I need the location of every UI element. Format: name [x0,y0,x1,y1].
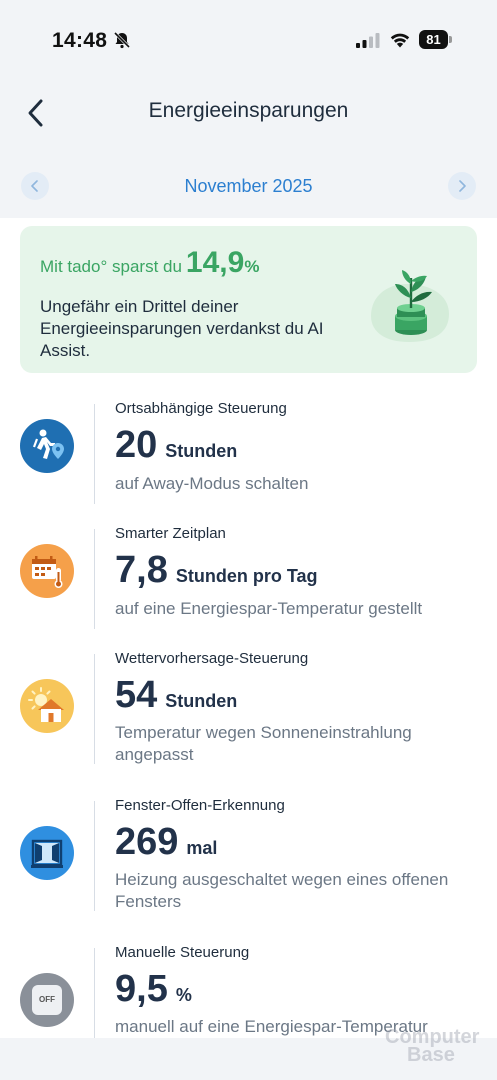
feature-unit: % [175,985,192,1005]
feature-value: 20 [115,424,158,466]
feature-unit: Stunden [165,441,238,461]
feature-value: 7,8 [115,549,168,591]
feature-description: auf Away-Modus schalten [115,474,309,493]
page-title: Energieeinsparungen [148,99,349,122]
watermark-line1: Computer [385,1026,480,1048]
status-time: 14:48 [52,29,108,52]
feature-description: Temperatur wegen Sonneneinstrahlung ange… [115,723,412,764]
feature-divider [94,801,95,911]
feature-value-row: 9,5% [115,968,192,1011]
feature-manual-control: OFF Manuelle Steuerung 9,5% manuell auf … [0,942,497,1042]
plant-coins-icon [371,270,449,342]
savings-content: Mit tado° sparst du 14,9% Ungefähr ein Dr… [0,218,497,1038]
savings-explanation: Ungefähr ein Drittel deiner Energieeinsp… [40,297,324,360]
feature-value-row: 7,8 Stunden pro Tag [115,549,317,592]
feature-description: Heizung ausgeschaltet wegen eines offene… [115,870,449,911]
feature-value-row: 54 Stunden [115,674,237,717]
previous-month-button[interactable] [21,172,49,200]
chevron-left-icon[interactable] [24,98,48,128]
savings-prefix: Mit tado° sparst du [40,257,182,276]
feature-unit: Stunden pro Tag [175,566,318,586]
bell-muted-icon [113,31,131,49]
savings-summary-card: Mit tado° sparst du 14,9% Ungefähr ein Dr… [20,226,477,373]
battery-tip [449,36,452,43]
walking-person-location-icon [20,419,74,473]
calendar-thermometer-icon [20,544,74,598]
feature-divider [94,529,95,629]
feature-open-window-detection: Fenster-Offen-Erkennung 269 mal Heizung a… [0,795,497,927]
feature-title: Manuelle Steuerung [115,944,250,961]
chevron-left-icon [31,180,38,192]
status-bar: 14:48 81 [0,0,497,80]
feature-divider [94,948,95,1038]
open-window-icon [20,826,74,880]
feature-value: 54 [115,674,158,716]
off-switch-icon: OFF [20,973,74,1027]
month-navigation: November 2025 [0,160,497,216]
feature-smart-schedule: Smarter Zeitplan 7,8 Stunden pro Tag auf … [0,523,497,633]
watermark-line2: Base [407,1044,455,1066]
savings-headline: Mit tado° sparst du 14,9% [40,246,259,280]
feature-title: Smarter Zeitplan [115,525,226,542]
feature-description: auf eine Energiespar-Temperatur gestellt [115,599,423,618]
off-switch-face: OFF [32,985,62,1015]
feature-description: manuell auf eine Energiespar-Temperatur [115,1017,428,1036]
chevron-right-icon [459,180,466,192]
battery-indicator: 81 [419,30,453,49]
next-month-button[interactable] [448,172,476,200]
wifi-icon [390,33,410,48]
feature-divider [94,654,95,764]
feature-value: 269 [115,821,179,863]
bottom-area [0,1038,497,1080]
sun-house-icon [20,679,74,733]
battery-level: 81 [419,30,448,49]
feature-title: Fenster-Offen-Erkennung [115,797,285,814]
savings-percent-sign: % [244,257,260,276]
feature-value: 9,5 [115,968,168,1010]
feature-geofencing: Ortsabhängige Steuerung 20 Stunden auf Aw… [0,398,497,508]
savings-percent: 14,9 [185,246,245,279]
feature-value-row: 20 Stunden [115,424,237,467]
cellular-signal-icon [356,33,380,48]
feature-divider [94,404,95,504]
feature-value-row: 269 mal [115,821,217,864]
month-label: November 2025 [184,176,313,196]
feature-unit: mal [186,838,218,858]
feature-title: Ortsabhängige Steuerung [115,400,287,417]
nav-header: Energieeinsparungen [0,80,497,144]
feature-weather-adaptation: Wettervorhersage-Steuerung 54 Stunden Tem… [0,648,497,780]
feature-unit: Stunden [165,691,238,711]
feature-title: Wettervorhersage-Steuerung [115,650,309,667]
watermark: Computer Base [385,1026,480,1066]
